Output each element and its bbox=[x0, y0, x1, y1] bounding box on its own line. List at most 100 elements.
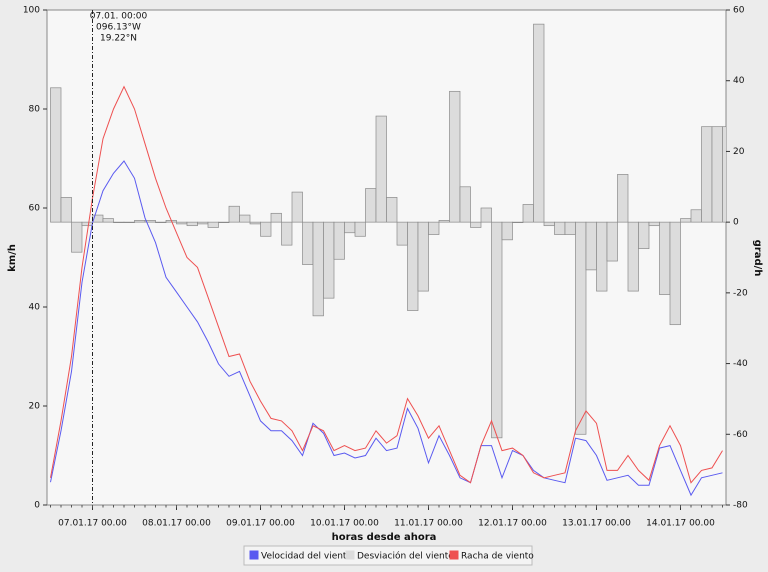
deviation-step bbox=[71, 221, 83, 253]
deviation-step bbox=[512, 221, 524, 223]
deviation-step bbox=[428, 221, 440, 235]
deviation-step bbox=[228, 205, 240, 223]
legend-label: Velocidad del viento bbox=[261, 552, 352, 562]
deviation-step bbox=[617, 174, 629, 223]
deviation-step bbox=[207, 221, 219, 228]
x-tick-label: 11.01.17 00.00 bbox=[394, 519, 463, 529]
x-tick-label: 14.01.17 00.00 bbox=[646, 519, 715, 529]
x-tick-label: 09.01.17 00.00 bbox=[226, 519, 295, 529]
legend-label: Racha de viento bbox=[461, 552, 534, 562]
deviation-step bbox=[354, 221, 366, 237]
x-tick-label: 08.01.17 00.00 bbox=[142, 519, 211, 529]
x-tick-label: 10.01.17 00.00 bbox=[310, 519, 379, 529]
deviation-step bbox=[638, 221, 650, 250]
x-tick-label: 13.01.17 00.00 bbox=[562, 519, 631, 529]
deviation-step bbox=[701, 126, 713, 223]
deviation-step bbox=[533, 23, 545, 223]
y2-tick-label: -20 bbox=[733, 288, 748, 298]
legend-swatch bbox=[345, 550, 355, 560]
y-tick-label: 100 bbox=[23, 6, 40, 16]
deviation-step bbox=[648, 221, 660, 227]
legend-swatch bbox=[449, 550, 459, 560]
deviation-step bbox=[690, 209, 702, 223]
y2-tick-label: -40 bbox=[733, 359, 748, 369]
deviation-step bbox=[102, 218, 114, 223]
deviation-step bbox=[480, 207, 492, 223]
legend-label: Desviación del viento bbox=[357, 551, 454, 562]
deviation-step bbox=[396, 221, 408, 246]
deviation-step bbox=[659, 221, 671, 295]
deviation-step bbox=[627, 221, 639, 292]
deviation-step bbox=[249, 221, 261, 225]
deviation-step bbox=[323, 221, 335, 299]
deviation-step bbox=[596, 221, 608, 292]
deviation-step bbox=[176, 221, 188, 225]
deviation-step bbox=[365, 188, 377, 223]
y2-axis-label: grad/h bbox=[752, 240, 763, 277]
y-tick-label: 60 bbox=[29, 204, 41, 214]
y2-tick-label: 40 bbox=[733, 76, 745, 86]
y-tick-label: 80 bbox=[29, 105, 41, 115]
annotation: 096.13°W bbox=[96, 23, 141, 33]
deviation-step bbox=[722, 126, 726, 223]
deviation-step bbox=[260, 221, 272, 237]
deviation-step bbox=[60, 197, 72, 223]
y-tick-label: 20 bbox=[29, 402, 41, 412]
deviation-step bbox=[291, 191, 303, 223]
y2-tick-label: -60 bbox=[733, 430, 748, 440]
deviation-step bbox=[218, 221, 230, 223]
series-line bbox=[50, 160, 723, 497]
deviation-step bbox=[501, 221, 513, 241]
deviation-step bbox=[438, 220, 450, 223]
deviation-step bbox=[386, 197, 398, 223]
annotation: 07.01. 00:00 bbox=[90, 12, 148, 22]
y2-tick-label: -80 bbox=[733, 501, 748, 511]
series-line bbox=[50, 85, 723, 484]
deviation-step bbox=[281, 221, 293, 246]
deviation-step bbox=[197, 221, 209, 225]
deviation-step bbox=[711, 126, 723, 223]
deviation-step bbox=[543, 221, 555, 227]
deviation-step bbox=[459, 186, 471, 223]
deviation-step bbox=[50, 87, 62, 223]
x-axis-label: horas desde ahora bbox=[332, 532, 437, 543]
deviation-step bbox=[302, 221, 314, 265]
annotation: 19.22°N bbox=[100, 34, 137, 44]
deviation-step bbox=[375, 115, 387, 223]
deviation-step bbox=[312, 221, 324, 317]
deviation-step bbox=[575, 221, 587, 435]
deviation-step bbox=[134, 220, 146, 223]
deviation-step bbox=[113, 221, 125, 223]
deviation-step bbox=[606, 221, 618, 262]
deviation-step bbox=[522, 204, 534, 223]
deviation-step bbox=[270, 212, 282, 223]
deviation-step bbox=[449, 90, 461, 223]
legend bbox=[243, 545, 533, 566]
deviation-step bbox=[239, 214, 251, 223]
y-tick-label: 0 bbox=[34, 501, 40, 511]
deviation-step bbox=[417, 221, 429, 292]
deviation-step bbox=[585, 221, 597, 271]
deviation-step bbox=[680, 218, 692, 223]
y2-tick-label: 0 bbox=[733, 218, 739, 228]
deviation-step bbox=[669, 221, 681, 326]
deviation-step bbox=[344, 221, 356, 234]
deviation-step bbox=[81, 221, 93, 227]
y-tick-label: 40 bbox=[29, 303, 41, 313]
deviation-step bbox=[333, 221, 345, 260]
plot-area bbox=[46, 9, 727, 506]
deviation-step bbox=[554, 221, 566, 235]
x-tick-label: 12.01.17 00.00 bbox=[478, 519, 547, 529]
deviation-step bbox=[123, 221, 135, 223]
deviation-step bbox=[491, 221, 503, 439]
y-axis-label: km/h bbox=[7, 244, 18, 272]
plot bbox=[50, 23, 726, 497]
deviation-step bbox=[470, 221, 482, 228]
deviation-step bbox=[564, 221, 576, 235]
legend-swatch bbox=[249, 550, 259, 560]
deviation-step bbox=[186, 221, 198, 227]
y2-tick-label: 20 bbox=[733, 147, 745, 157]
deviation-step bbox=[407, 221, 419, 311]
deviation-step bbox=[144, 220, 156, 223]
